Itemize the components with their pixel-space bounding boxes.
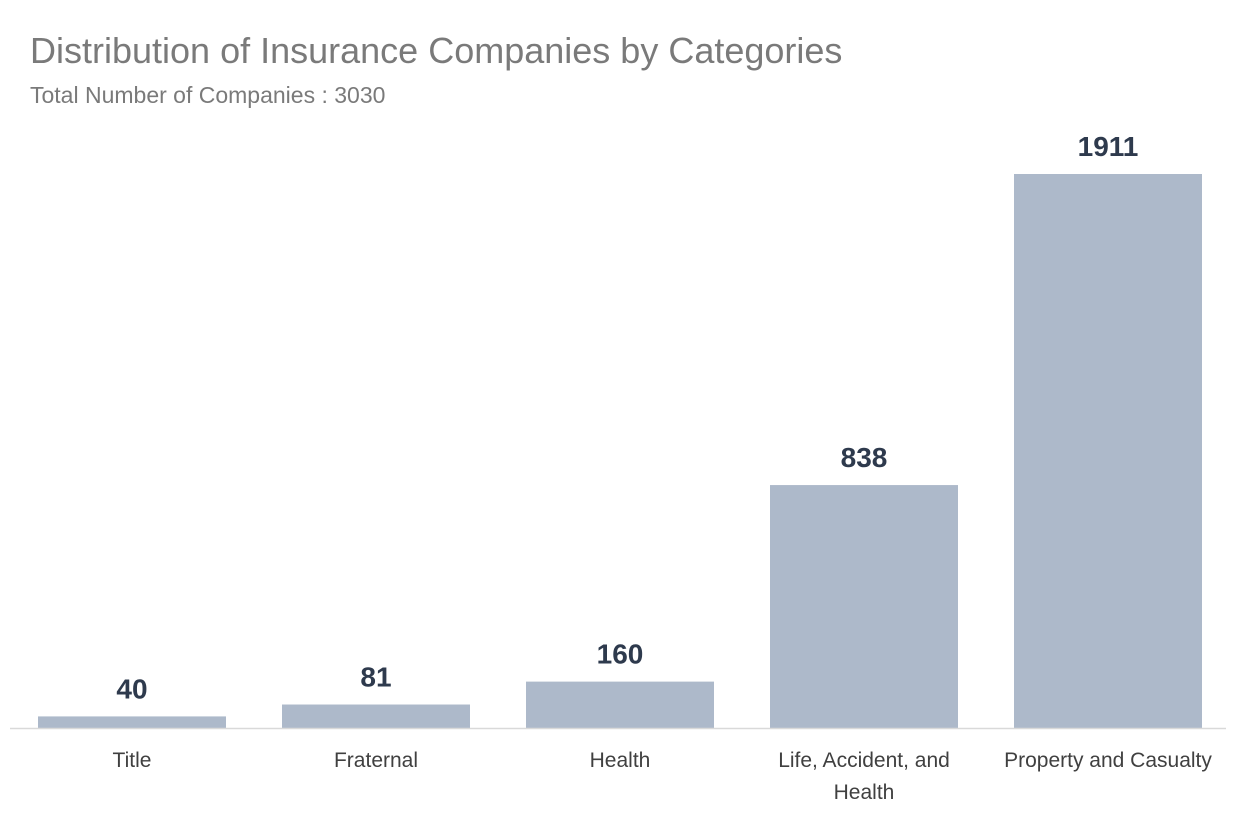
bar-title (38, 716, 226, 728)
data-label: 838 (841, 442, 888, 473)
x-tick-label: Life, Accident, and (778, 749, 950, 772)
x-tick-label: Fraternal (334, 749, 418, 772)
chart-subtitle: Total Number of Companies : 3030 (30, 82, 386, 108)
bar-property-and-casualty (1014, 174, 1202, 728)
x-tick-label: Health (834, 781, 895, 804)
data-label: 1911 (1078, 131, 1139, 162)
x-tick-label: Health (590, 749, 651, 772)
bar-life-accident-and-health (770, 485, 958, 728)
data-label: 81 (360, 662, 391, 693)
data-label: 160 (597, 639, 644, 670)
chart-title: Distribution of Insurance Companies by C… (30, 30, 843, 71)
bar-health (526, 681, 714, 728)
x-tick-label: Property and Casualty (1004, 749, 1212, 772)
bar-fraternal (282, 704, 470, 728)
x-tick-label: Title (113, 749, 152, 772)
data-label: 40 (116, 673, 147, 704)
